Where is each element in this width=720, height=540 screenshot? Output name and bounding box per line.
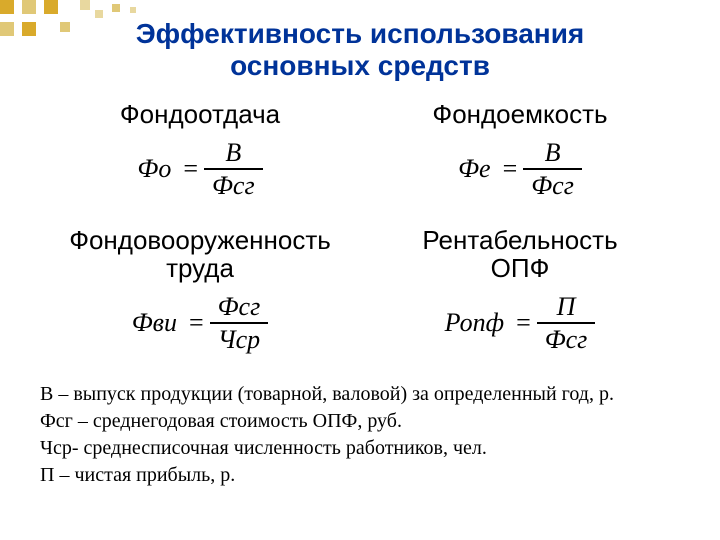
decorative-squares <box>0 0 180 40</box>
label-rentabelnost: Рентабельность ОПФ <box>360 226 680 283</box>
deco-square <box>130 7 136 13</box>
label-line1: Фондовооруженность <box>69 225 331 255</box>
deco-square <box>80 0 90 10</box>
deco-square <box>95 10 103 18</box>
formula-rentabelnost: Ропф = П Фсг <box>445 293 596 354</box>
formula-fondovooruzh: Фви = Фсг Чср <box>132 293 268 354</box>
fraction: В Фсг <box>523 139 582 200</box>
deco-square <box>0 22 14 36</box>
deco-square <box>60 22 70 32</box>
legend-line-1: В – выпуск продукции (товарной, валовой)… <box>40 381 680 408</box>
cell-fondovooruzh: Фондовооруженность труда Фви = Фсг Чср <box>40 226 360 376</box>
deco-square <box>22 22 36 36</box>
lhs: Ропф <box>445 308 504 338</box>
fraction: Фсг Чср <box>210 293 269 354</box>
label-line2: ОПФ <box>491 253 550 283</box>
label-line1: Рентабельность <box>422 225 617 255</box>
deco-square <box>22 0 36 14</box>
equals: = <box>503 154 518 184</box>
legend-line-2: Фсг – среднегодовая стоимость ОПФ, руб. <box>40 408 680 435</box>
fraction: П Фсг <box>537 293 596 354</box>
title-line1: Эффективность использования <box>136 18 585 49</box>
denominator: Фсг <box>204 168 263 199</box>
denominator: Фсг <box>537 322 596 353</box>
formula-grid: Фондоотдача Фо = В Фсг Фондоемкость Фе =… <box>0 100 720 375</box>
label-fondootdacha: Фондоотдача <box>40 100 360 129</box>
legend-line-3: Чср- среднесписочная численность работни… <box>40 435 680 462</box>
fraction: В Фсг <box>204 139 263 200</box>
equals: = <box>189 308 204 338</box>
equals: = <box>516 308 531 338</box>
lhs: Фе <box>458 154 490 184</box>
cell-fondootdacha: Фондоотдача Фо = В Фсг <box>40 100 360 221</box>
label-line2: труда <box>166 253 234 283</box>
lhs: Фо <box>137 154 171 184</box>
denominator: Фсг <box>523 168 582 199</box>
legend: В – выпуск продукции (товарной, валовой)… <box>0 381 720 489</box>
numerator: В <box>537 139 569 168</box>
label-fondovooruzh: Фондовооруженность труда <box>40 226 360 283</box>
denominator: Чср <box>210 322 268 353</box>
lhs: Фви <box>132 308 177 338</box>
equals: = <box>183 154 198 184</box>
legend-line-4: П – чистая прибыль, р. <box>40 462 680 489</box>
formula-fondootdacha: Фо = В Фсг <box>137 139 262 200</box>
numerator: Фсг <box>210 293 269 322</box>
deco-square <box>0 0 14 14</box>
label-fondoemkost: Фондоемкость <box>360 100 680 129</box>
numerator: В <box>217 139 249 168</box>
cell-rentabelnost: Рентабельность ОПФ Ропф = П Фсг <box>360 226 680 376</box>
title-line2: основных средств <box>230 50 490 81</box>
deco-square <box>112 4 120 12</box>
formula-fondoemkost: Фе = В Фсг <box>458 139 582 200</box>
numerator: П <box>549 293 584 322</box>
cell-fondoemkost: Фондоемкость Фе = В Фсг <box>360 100 680 221</box>
deco-square <box>44 0 58 14</box>
